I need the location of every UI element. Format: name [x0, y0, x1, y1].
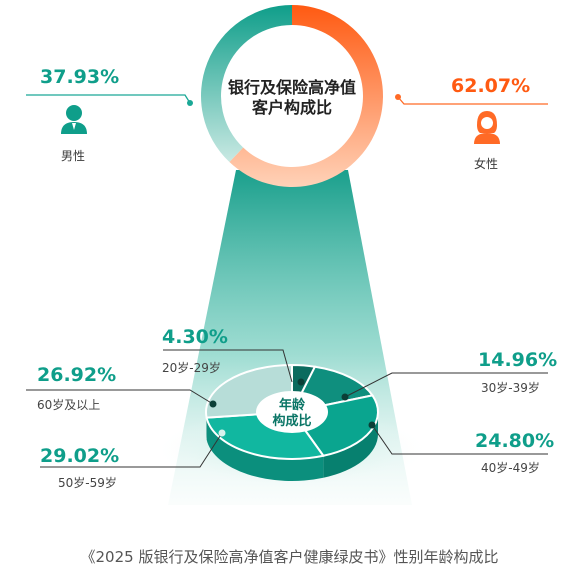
- leader-dot-60plus: [209, 400, 217, 408]
- gender-donut: [201, 5, 384, 187]
- male-person-icon: [61, 105, 87, 134]
- age-20-29-label: 20岁-29岁: [162, 361, 221, 375]
- male-slice: [201, 5, 292, 163]
- age-pie-center: [256, 391, 328, 433]
- female-leader-line: [397, 96, 548, 105]
- age-60plus-label: 60岁及以上: [37, 398, 101, 412]
- age-pie-title: 年龄 构成比: [256, 398, 328, 430]
- age-40-49-label: 40岁-49岁: [481, 461, 540, 475]
- age-title-line2: 构成比: [272, 414, 312, 429]
- female-slice: [229, 5, 384, 187]
- gender-donut-center: [226, 30, 358, 162]
- leader-dot-40-49: [368, 421, 376, 429]
- female-person-icon: [474, 111, 500, 144]
- age-60plus-percent: 26.92%: [37, 364, 117, 386]
- female-leader-dot: [395, 94, 401, 100]
- male-leader-line: [26, 94, 191, 104]
- leader-dot-30-39: [341, 393, 349, 401]
- female-percent: 62.07%: [451, 75, 531, 97]
- leader-20-29: [163, 349, 293, 383]
- age-30-39-percent: 14.96%: [478, 349, 558, 371]
- age-40-49-percent: 24.80%: [475, 430, 555, 452]
- age-20-29-percent: 4.30%: [162, 326, 228, 348]
- figure-caption: 《2025 版银行及保险高净值客户健康绿皮书》性别年龄构成比: [80, 548, 499, 566]
- age-slice-40-49-side: [323, 412, 378, 478]
- male-label: 男性: [61, 149, 86, 163]
- leader-40-49: [371, 424, 548, 455]
- age-50-59-label: 50岁-59岁: [58, 476, 117, 490]
- gender-title-line2: 客户构成比: [251, 98, 332, 117]
- female-label: 女性: [474, 157, 499, 171]
- leader-50-59: [40, 432, 223, 468]
- leader-60plus: [26, 389, 214, 405]
- gender-donut-title: 银行及保险高净值 客户构成比: [226, 78, 358, 118]
- gender-title-line1: 银行及保险高净值: [227, 78, 356, 97]
- age-30-39-label: 30岁-39岁: [481, 381, 540, 395]
- age-50-59-percent: 29.02%: [40, 445, 120, 467]
- age-slice-50-59-side: [206, 417, 324, 481]
- leader-dot-20-29: [297, 378, 305, 386]
- male-percent: 37.93%: [40, 66, 120, 88]
- leader-30-39: [344, 372, 548, 398]
- age-title-line1: 年龄: [278, 398, 305, 413]
- male-leader-dot: [187, 100, 193, 106]
- leader-dot-50-59: [218, 429, 226, 437]
